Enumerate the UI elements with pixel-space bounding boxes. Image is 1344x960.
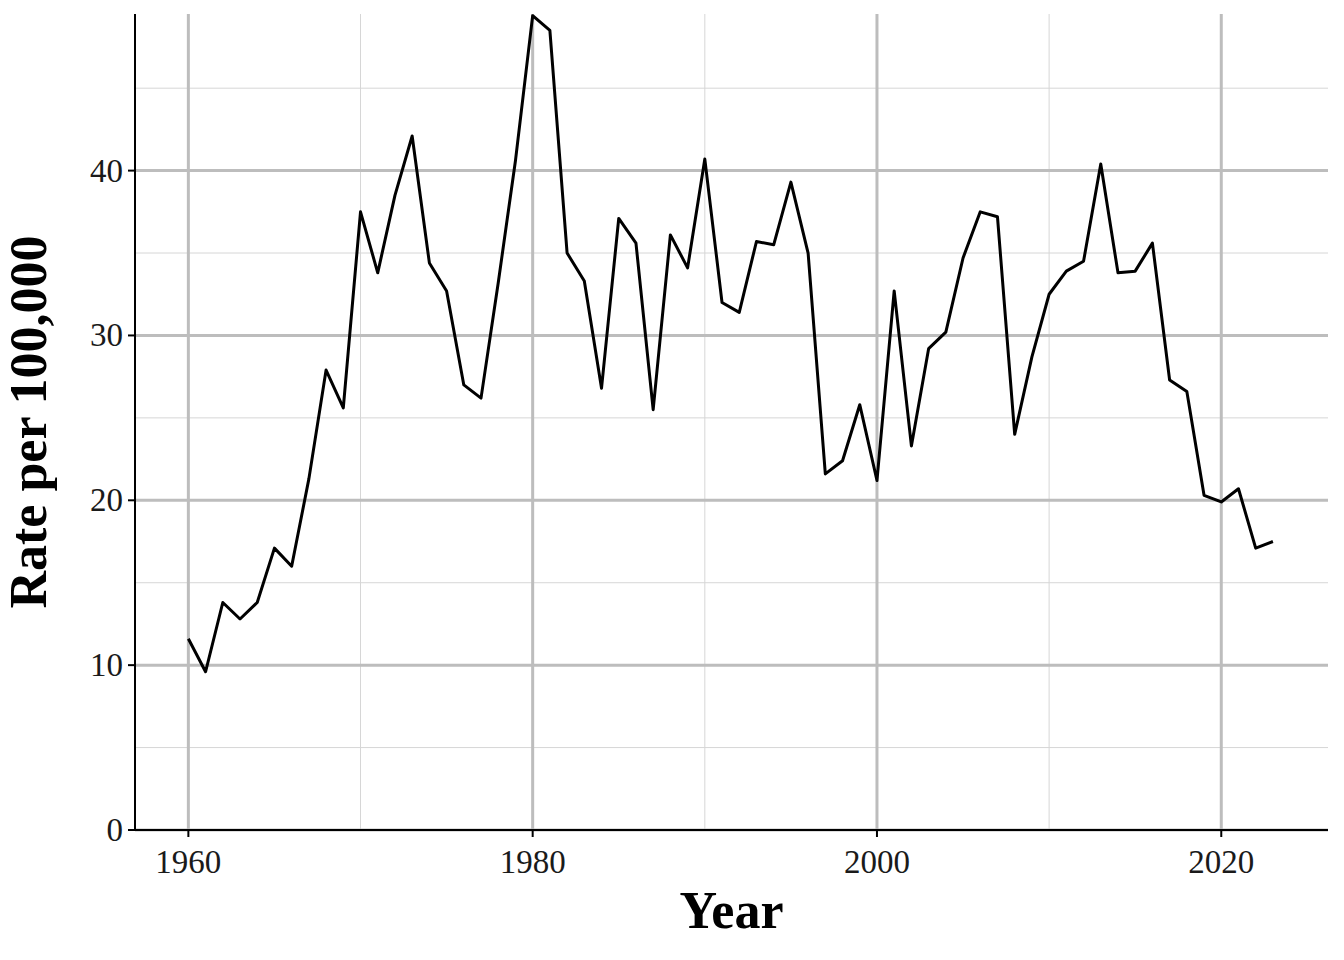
minor-grid-line xyxy=(135,88,1328,89)
grid-line xyxy=(135,334,1328,337)
y-tick xyxy=(128,829,135,831)
y-axis-line xyxy=(134,14,136,830)
y-tick-label: 10 xyxy=(90,647,123,683)
grid-line xyxy=(531,14,534,830)
minor-grid-line xyxy=(704,14,705,830)
y-axis-title: Rate per 100,000 xyxy=(0,235,57,608)
minor-grid-line xyxy=(135,253,1328,254)
grid-line xyxy=(135,499,1328,502)
grid-line xyxy=(187,14,190,830)
minor-grid-line xyxy=(360,14,361,830)
grid-line xyxy=(875,14,878,830)
y-tick xyxy=(128,334,135,336)
y-tick-label: 20 xyxy=(90,482,123,518)
x-tick-label: 1980 xyxy=(500,844,566,880)
minor-grid-line xyxy=(135,582,1328,583)
y-tick-label: 0 xyxy=(107,812,124,848)
grid-line xyxy=(135,664,1328,667)
grid-line xyxy=(135,169,1328,172)
x-tick-label: 1960 xyxy=(155,844,221,880)
grid-line xyxy=(135,829,1328,832)
grid-line xyxy=(1220,14,1223,830)
y-tick xyxy=(128,664,135,666)
y-tick-label: 30 xyxy=(90,317,123,353)
plot-area xyxy=(188,16,1273,672)
data-line xyxy=(188,16,1273,672)
minor-grid-line xyxy=(1049,14,1050,830)
x-tick-label: 2000 xyxy=(844,844,910,880)
x-tick-label: 2020 xyxy=(1188,844,1254,880)
minor-grid-line xyxy=(135,417,1328,418)
minor-grid-line xyxy=(135,747,1328,748)
x-tick xyxy=(876,830,878,837)
x-tick xyxy=(532,830,534,837)
x-tick xyxy=(187,830,189,837)
x-axis-line xyxy=(135,829,1328,831)
y-tick-label: 40 xyxy=(90,153,123,189)
x-axis-title: Year xyxy=(680,882,784,939)
y-tick xyxy=(128,170,135,172)
chart: 0 10 20 30 40 1960 1980 2000 2020 Year Rate per 10… xyxy=(0,0,1344,960)
y-tick xyxy=(128,499,135,501)
x-tick xyxy=(1220,830,1222,837)
